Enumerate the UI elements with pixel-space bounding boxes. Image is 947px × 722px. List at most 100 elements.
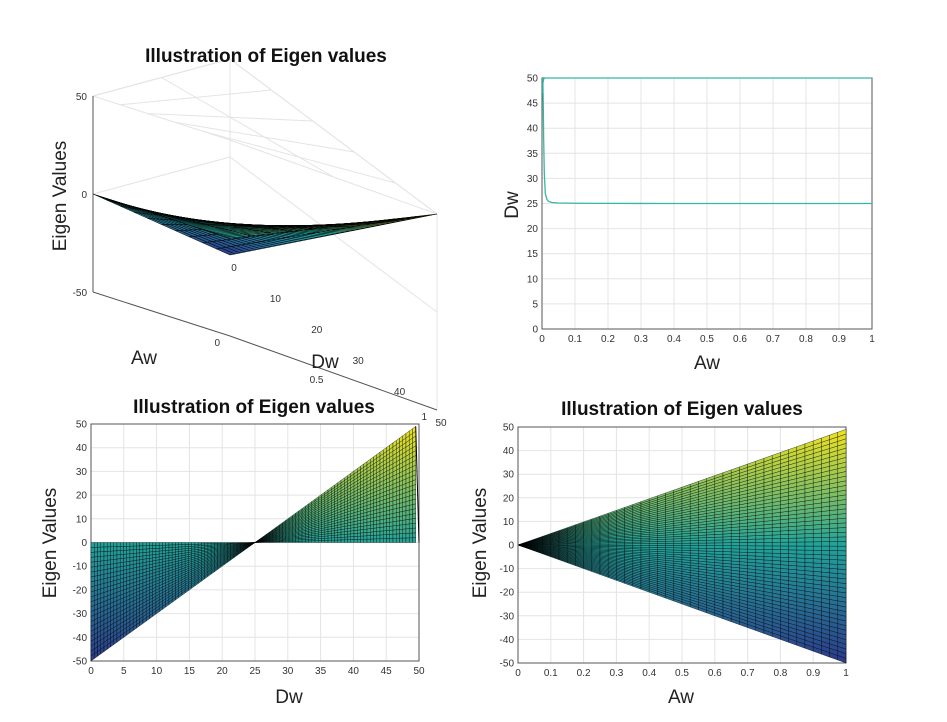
panel3-surface-cell — [94, 551, 98, 558]
panel4-surface-cell — [632, 545, 642, 548]
panel4-surface-cell — [706, 550, 715, 555]
panel3-y-tick: 20 — [76, 491, 88, 502]
panel3-surface-cell — [100, 546, 105, 552]
panel3-y-tick: 30 — [76, 467, 88, 478]
panel4-surface-cell — [821, 541, 830, 547]
panel4-surface-cell — [763, 545, 773, 550]
panel3-surface-cell — [366, 528, 371, 533]
panel3-x-tick: 20 — [217, 666, 229, 677]
panel4-surface-cell — [804, 541, 814, 547]
panel3-x-axis-label: Dw — [275, 687, 303, 708]
panel3-surface-cell — [181, 544, 186, 548]
panel4-surface-cell — [755, 531, 765, 536]
panel3-surface-cell — [337, 537, 342, 541]
panel3-surface-cell — [159, 542, 163, 546]
panel4-surface-cell — [780, 534, 789, 539]
panel4-surface-cell — [772, 538, 781, 543]
panel4-surface-cell — [821, 523, 830, 529]
panel2-y-tick: 10 — [527, 274, 539, 285]
panel3-y-tick: -30 — [73, 609, 88, 620]
panel4-surface-cell — [657, 547, 666, 550]
panel3-surface-cell — [402, 537, 407, 543]
panel4-surface-cell — [813, 537, 822, 543]
panel3-surface-cell — [107, 555, 111, 561]
3d-grid-aw — [161, 77, 334, 178]
panel3-surface-cell — [373, 523, 377, 529]
panel3-y-tick: -50 — [73, 657, 88, 668]
panel4-surface-cell — [673, 547, 683, 551]
3d-z-tick: 50 — [76, 92, 88, 103]
panel-side-dw: 0 5 10 15 20 25 30 35 40 45 50-50-40-30-20-1001020… — [40, 397, 425, 708]
panel4-surface-cell — [813, 554, 822, 560]
panel3-surface-cell — [373, 531, 377, 536]
panel3-surface-cell — [194, 542, 199, 545]
panel3-surface-cell — [120, 562, 124, 568]
panel4-y-tick: 40 — [503, 446, 515, 457]
3d-grid-aw — [92, 95, 231, 141]
panel4-surface-cell — [796, 529, 806, 535]
panel4-surface-cell — [796, 549, 806, 555]
panel3-surface-cell — [405, 523, 410, 530]
panel3-surface-cell — [383, 522, 387, 528]
panel3-surface-cell — [165, 544, 170, 549]
panel3-surface-cell — [379, 526, 384, 532]
panel3-surface-cell — [412, 513, 416, 519]
panel3-surface-cell — [366, 538, 371, 543]
panel3-surface-cell — [337, 539, 342, 543]
panel3-surface-cell — [97, 551, 101, 557]
panel3-surface-cell — [120, 554, 124, 559]
panel3-surface-cell — [120, 558, 124, 563]
panel3-surface-cell — [340, 539, 345, 543]
panel4-surface-cell — [829, 527, 838, 533]
panel3-surface-cell — [113, 563, 118, 569]
panel4-surface-cell — [755, 559, 765, 564]
panel3-surface-cell — [331, 539, 335, 543]
panel4-surface-cell — [829, 550, 838, 556]
3d-z-tick: 0 — [81, 190, 87, 201]
panel4-surface-cell — [837, 527, 847, 533]
panel3-surface-cell — [113, 554, 118, 560]
panel3-surface-cell — [129, 545, 134, 551]
panel4-surface-cell — [755, 538, 765, 543]
panel3-surface-cell — [389, 517, 394, 523]
panel4-surface-cell — [829, 568, 838, 574]
panel3-surface-cell — [90, 542, 95, 548]
panel4-surface-cell — [804, 545, 814, 551]
panel4-surface-cell — [821, 550, 830, 556]
panel4-surface-cell — [722, 551, 732, 556]
3d-dw-tick: 20 — [311, 325, 323, 336]
panel3-surface-cell — [110, 550, 114, 556]
panel3-surface-cell — [110, 559, 114, 565]
panel4-surface-cell — [837, 573, 847, 580]
panel3-surface-cell — [142, 542, 147, 547]
surface-cell — [411, 213, 438, 218]
panel3-surface-cell — [405, 528, 410, 534]
panel4-surface-cell — [788, 533, 797, 539]
panel4-surface-cell — [829, 532, 838, 538]
panel4-surface-cell — [640, 547, 650, 550]
panel3-surface-cell — [133, 542, 137, 547]
panel2-x-tick: 0.8 — [799, 334, 813, 345]
panel3-surface-cell — [97, 556, 101, 562]
panel4-surface-cell — [780, 538, 789, 543]
3d-aw-tick: 0 — [214, 338, 220, 349]
panel4-surface-cell — [714, 542, 724, 546]
panel4-surface-cell — [813, 558, 822, 564]
panel4-y-tick: 0 — [508, 541, 514, 552]
panel3-surface-cell — [107, 551, 111, 557]
panel4-surface-cell — [788, 549, 797, 555]
panel2-y-tick: 45 — [527, 99, 539, 110]
panel4-surface-cell — [731, 542, 740, 546]
panel3-surface-cell — [129, 549, 134, 554]
panel3-surface-cell — [376, 534, 381, 540]
panel3-surface-cell — [172, 544, 176, 548]
panel3-surface-cell — [116, 562, 121, 568]
panel3-surface-cell — [113, 550, 118, 556]
panel3-surface-cell — [366, 531, 371, 536]
panel3-surface-cell — [90, 551, 95, 558]
panel3-y-tick: 40 — [76, 443, 88, 454]
panel4-surface-cell — [747, 542, 756, 547]
panel4-surface-cell — [813, 550, 822, 555]
panel3-surface-cell — [146, 548, 150, 553]
